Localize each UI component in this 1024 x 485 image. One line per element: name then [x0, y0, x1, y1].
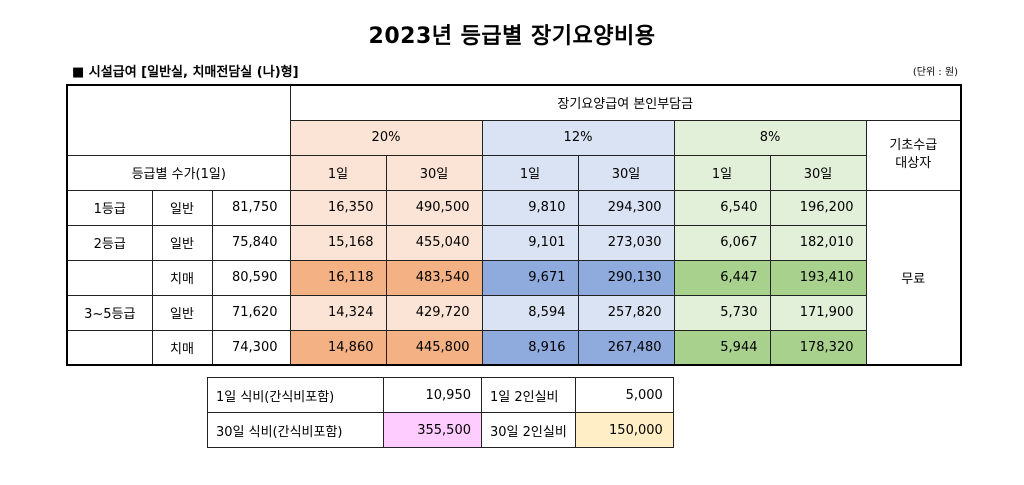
- p20-day1-cell: 14,860: [289, 329, 387, 366]
- header-rate-20: 20%: [289, 119, 483, 156]
- cost-table: 장기요양급여 본인부담금 20% 12% 8% 기초수급 대상자 등급별 수가(…: [66, 84, 962, 366]
- p20-day1-cell: 14,324: [289, 294, 387, 331]
- p12-day1-cell: 8,916: [481, 329, 579, 366]
- table-row: 1일 식비(간식비포함) 10,950 1일 2인실비 5,000: [207, 377, 674, 413]
- p12-day30-cell: 290,130: [577, 259, 675, 296]
- header-8-day30: 30일: [769, 154, 867, 191]
- header-20-day1: 1일: [289, 154, 387, 191]
- meal-label-day1: 1일 식비(간식비포함): [207, 377, 384, 413]
- grade-cell: 1등급: [66, 189, 153, 226]
- table-row: 치매 74,300 14,860 445,800 8,916 267,480 5…: [66, 329, 961, 366]
- p8-day30-cell: 193,410: [769, 259, 867, 296]
- fee-cell: 75,840: [211, 224, 291, 261]
- p12-day1-cell: 9,810: [481, 189, 579, 226]
- header-basic-line1: 기초수급: [889, 138, 938, 153]
- header-grade-fee: 등급별 수가(1일): [66, 154, 291, 191]
- room-label-day1: 1일 2인실비: [481, 377, 576, 413]
- header-basic-line2: 대상자: [895, 156, 932, 171]
- table-row: 2등급 일반 75,840 15,168 455,040 9,101 273,0…: [66, 224, 961, 261]
- p8-day1-cell: 6,540: [673, 189, 771, 226]
- p8-day30-cell: 182,010: [769, 224, 867, 261]
- header-12-day1: 1일: [481, 154, 579, 191]
- p8-day30-cell: 196,200: [769, 189, 867, 226]
- room-value-day1: 5,000: [574, 377, 674, 413]
- free-cell: 무료: [865, 189, 962, 366]
- p12-day1-cell: 8,594: [481, 294, 579, 331]
- header-blank: [66, 84, 291, 156]
- p12-day30-cell: 294,300: [577, 189, 675, 226]
- p8-day1-cell: 5,944: [673, 329, 771, 366]
- p20-day30-cell: 483,540: [385, 259, 483, 296]
- p12-day30-cell: 257,820: [577, 294, 675, 331]
- room-value-day30: 150,000: [574, 412, 674, 448]
- p20-day30-cell: 490,500: [385, 189, 483, 226]
- grade-cell: [66, 329, 153, 366]
- p12-day30-cell: 273,030: [577, 224, 675, 261]
- table-row: 1등급 일반 81,750 16,350 490,500 9,810 294,3…: [66, 189, 962, 366]
- type-cell: 일반: [151, 224, 213, 261]
- grade-cell: [66, 259, 153, 296]
- page-title: 2023년 등급별 장기요양비용: [368, 24, 656, 49]
- header-rate-8: 8%: [673, 119, 867, 156]
- p8-day30-cell: 178,320: [769, 329, 867, 366]
- fee-cell: 71,620: [211, 294, 291, 331]
- type-cell: 치매: [151, 329, 213, 366]
- header-group: 장기요양급여 본인부담금: [289, 84, 962, 121]
- p8-day30-cell: 171,900: [769, 294, 867, 331]
- p8-day1-cell: 6,447: [673, 259, 771, 296]
- p12-day30-cell: 267,480: [577, 329, 675, 366]
- table-row: 30일 식비(간식비포함) 355,500 30일 2인실비 150,000: [207, 412, 674, 448]
- type-cell: 일반: [151, 189, 213, 226]
- fee-cell: 81,750: [211, 189, 291, 226]
- section-subtitle: ■ 시설급여 [일반실, 치매전담실 (나)형]: [72, 65, 299, 80]
- meal-value-day30: 355,500: [383, 412, 482, 448]
- grade-cell: 3~5등급: [66, 294, 153, 331]
- p20-day1-cell: 16,118: [289, 259, 387, 296]
- p20-day30-cell: 455,040: [385, 224, 483, 261]
- unit-label: (단위 : 원): [912, 67, 958, 78]
- room-label-day30: 30일 2인실비: [481, 412, 576, 448]
- type-cell: 일반: [151, 294, 213, 331]
- header-20-day30: 30일: [385, 154, 483, 191]
- p8-day1-cell: 6,067: [673, 224, 771, 261]
- fee-cell: 74,300: [211, 329, 291, 366]
- p12-day1-cell: 9,101: [481, 224, 579, 261]
- header-basic-recipient: 기초수급 대상자: [865, 119, 962, 191]
- grade-cell: 2등급: [66, 224, 153, 261]
- p20-day1-cell: 16,350: [289, 189, 387, 226]
- fee-cell: 80,590: [211, 259, 291, 296]
- table-row: 3~5등급 일반 71,620 14,324 429,720 8,594 257…: [66, 294, 961, 331]
- p20-day30-cell: 429,720: [385, 294, 483, 331]
- p20-day1-cell: 15,168: [289, 224, 387, 261]
- header-rate-12: 12%: [481, 119, 675, 156]
- p8-day1-cell: 5,730: [673, 294, 771, 331]
- header-8-day1: 1일: [673, 154, 771, 191]
- table-row: 치매 80,590 16,118 483,540 9,671 290,130 6…: [66, 259, 961, 296]
- header-12-day30: 30일: [577, 154, 675, 191]
- meal-value-day1: 10,950: [383, 377, 482, 413]
- meal-table: 1일 식비(간식비포함) 10,950 1일 2인실비 5,000 30일 식비…: [207, 377, 674, 448]
- p12-day1-cell: 9,671: [481, 259, 579, 296]
- meal-label-day30: 30일 식비(간식비포함): [207, 412, 384, 448]
- p20-day30-cell: 445,800: [385, 329, 483, 366]
- type-cell: 치매: [151, 259, 213, 296]
